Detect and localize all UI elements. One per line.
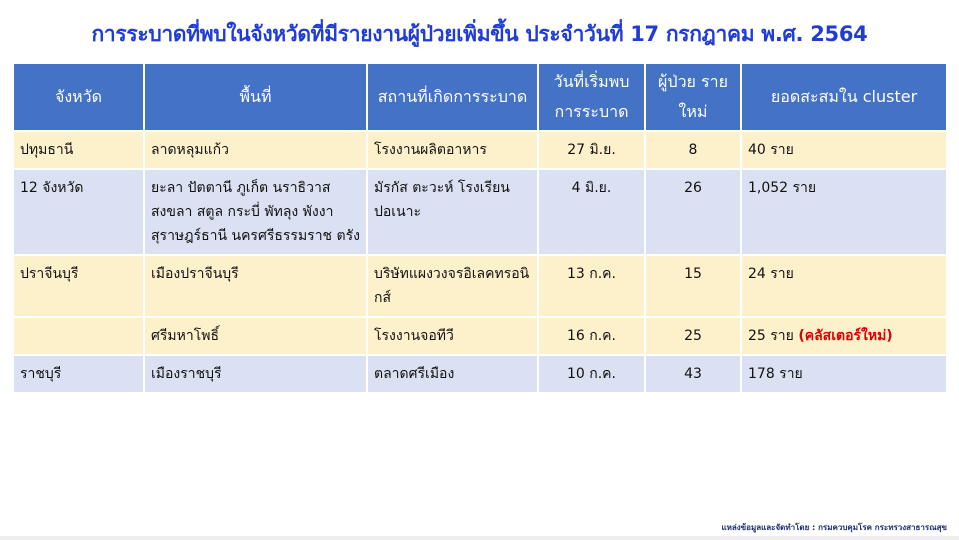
cell-total: 178 ราย [740, 354, 948, 394]
province-text: ปทุมธานี [20, 142, 74, 158]
cell-new: 25 [644, 316, 742, 356]
header-start-date: วันที่เริ่มพบ การระบาด [537, 62, 646, 132]
place-text: บริษัทแผงวงจรอิเลคทรอนิกส์ [374, 266, 530, 306]
cell-new: 43 [644, 354, 742, 394]
cell-place: บริษัทแผงวงจรอิเลคทรอนิกส์ [366, 254, 539, 318]
province-text: ราชบุรี [20, 366, 62, 382]
total-text: 178 ราย [748, 366, 803, 382]
new-text: 8 [688, 142, 698, 158]
cell-new: 8 [644, 130, 742, 170]
table-row: ศรีมหาโพธิ์ โรงงานจอทีวี 16 ก.ค. 25 25 ราย (… [12, 316, 948, 356]
cell-place: ตลาดศรีเมือง [366, 354, 539, 394]
cell-total: 1,052 ราย [740, 168, 948, 256]
header-new-cases: ผู้ป่วย รายใหม่ [644, 62, 742, 132]
area-text: ยะลา ปัตตานี ภูเก็ต นราธิวาส สงขลา สตูล … [151, 180, 360, 244]
header-place: สถานที่เกิดการระบาด [366, 62, 539, 132]
source-footer: แหล่งข้อมูลและจัดทำโดย : กรมควบคุมโรค กร… [721, 523, 947, 532]
cell-province: ปราจีนบุรี [12, 254, 145, 318]
header-cluster-total: ยอดสะสมใน cluster [740, 62, 948, 132]
province-text: ปราจีนบุรี [20, 266, 79, 282]
cell-date: 16 ก.ค. [537, 316, 646, 356]
total-text: 40 ราย [748, 142, 794, 158]
cell-area: ศรีมหาโพธิ์ [143, 316, 368, 356]
cell-date: 4 มิ.ย. [537, 168, 646, 256]
area-text: ศรีมหาโพธิ์ [151, 328, 220, 344]
place-text: ตลาดศรีเมือง [374, 366, 455, 382]
cell-date: 27 มิ.ย. [537, 130, 646, 170]
date-text: 16 ก.ค. [566, 328, 616, 344]
total-text: 1,052 ราย [748, 180, 817, 196]
cell-new: 15 [644, 254, 742, 318]
cell-province: 12 จังหวัด [12, 168, 145, 256]
cell-total: 40 ราย [740, 130, 948, 170]
cell-new: 26 [644, 168, 742, 256]
date-text: 13 ก.ค. [566, 266, 616, 282]
table-row: ปราจีนบุรี เมืองปราจีนบุรี บริษัทแผงวงจรอิ… [12, 254, 948, 318]
outbreak-table: จังหวัด พื้นที่ สถานที่เกิดการระบาด วันท… [12, 62, 948, 394]
cell-date: 13 ก.ค. [537, 254, 646, 318]
table-row: 12 จังหวัด ยะลา ปัตตานี ภูเก็ต นราธิวาส ส… [12, 168, 948, 256]
place-text: มัรกัส ตะวะห์ โรงเรียนปอเนาะ [374, 180, 510, 220]
slide-title: การระบาดที่พบในจังหวัดที่มีรายงานผู้ป่วย… [91, 22, 868, 46]
bottom-bar [0, 536, 959, 540]
cell-area: เมืองปราจีนบุรี [143, 254, 368, 318]
cell-place: มัรกัส ตะวะห์ โรงเรียนปอเนาะ [366, 168, 539, 256]
header-province: จังหวัด [12, 62, 145, 132]
place-text: โรงงานผลิตอาหาร [374, 142, 487, 158]
header-area: พื้นที่ [143, 62, 368, 132]
total-text: 25 ราย [748, 328, 794, 344]
cell-place: โรงงานผลิตอาหาร [366, 130, 539, 170]
cell-total: 24 ราย [740, 254, 948, 318]
date-text: 27 มิ.ย. [567, 142, 616, 158]
area-text: ลาดหลุมแก้ว [151, 142, 229, 158]
cell-area: เมืองราชบุรี [143, 354, 368, 394]
area-text: เมืองปราจีนบุรี [151, 266, 239, 282]
date-text: 4 มิ.ย. [571, 180, 612, 196]
cell-place: โรงงานจอทีวี [366, 316, 539, 356]
total-text: 24 ราย [748, 266, 794, 282]
new-text: 25 [684, 328, 702, 344]
table-row: ราชบุรี เมืองราชบุรี ตลาดศรีเมือง 10 ก.ค. 43… [12, 354, 948, 394]
cell-area: ยะลา ปัตตานี ภูเก็ต นราธิวาส สงขลา สตูล … [143, 168, 368, 256]
new-cluster-note: (คลัสเตอร์ใหม่) [798, 328, 893, 344]
area-text: เมืองราชบุรี [151, 366, 222, 382]
cell-total: 25 ราย (คลัสเตอร์ใหม่) [740, 316, 948, 356]
cell-area: ลาดหลุมแก้ว [143, 130, 368, 170]
cell-province [12, 316, 145, 356]
cell-province: ปทุมธานี [12, 130, 145, 170]
place-text: โรงงานจอทีวี [374, 328, 454, 344]
province-text: 12 จังหวัด [20, 180, 84, 196]
cell-date: 10 ก.ค. [537, 354, 646, 394]
new-text: 15 [684, 266, 702, 282]
table-row: ปทุมธานี ลาดหลุมแก้ว โรงงานผลิตอาหาร 27 มิ.… [12, 130, 948, 170]
new-text: 43 [684, 366, 702, 382]
new-text: 26 [684, 180, 702, 196]
table-header: จังหวัด พื้นที่ สถานที่เกิดการระบาด วันท… [12, 62, 948, 132]
cell-province: ราชบุรี [12, 354, 145, 394]
date-text: 10 ก.ค. [566, 366, 616, 382]
